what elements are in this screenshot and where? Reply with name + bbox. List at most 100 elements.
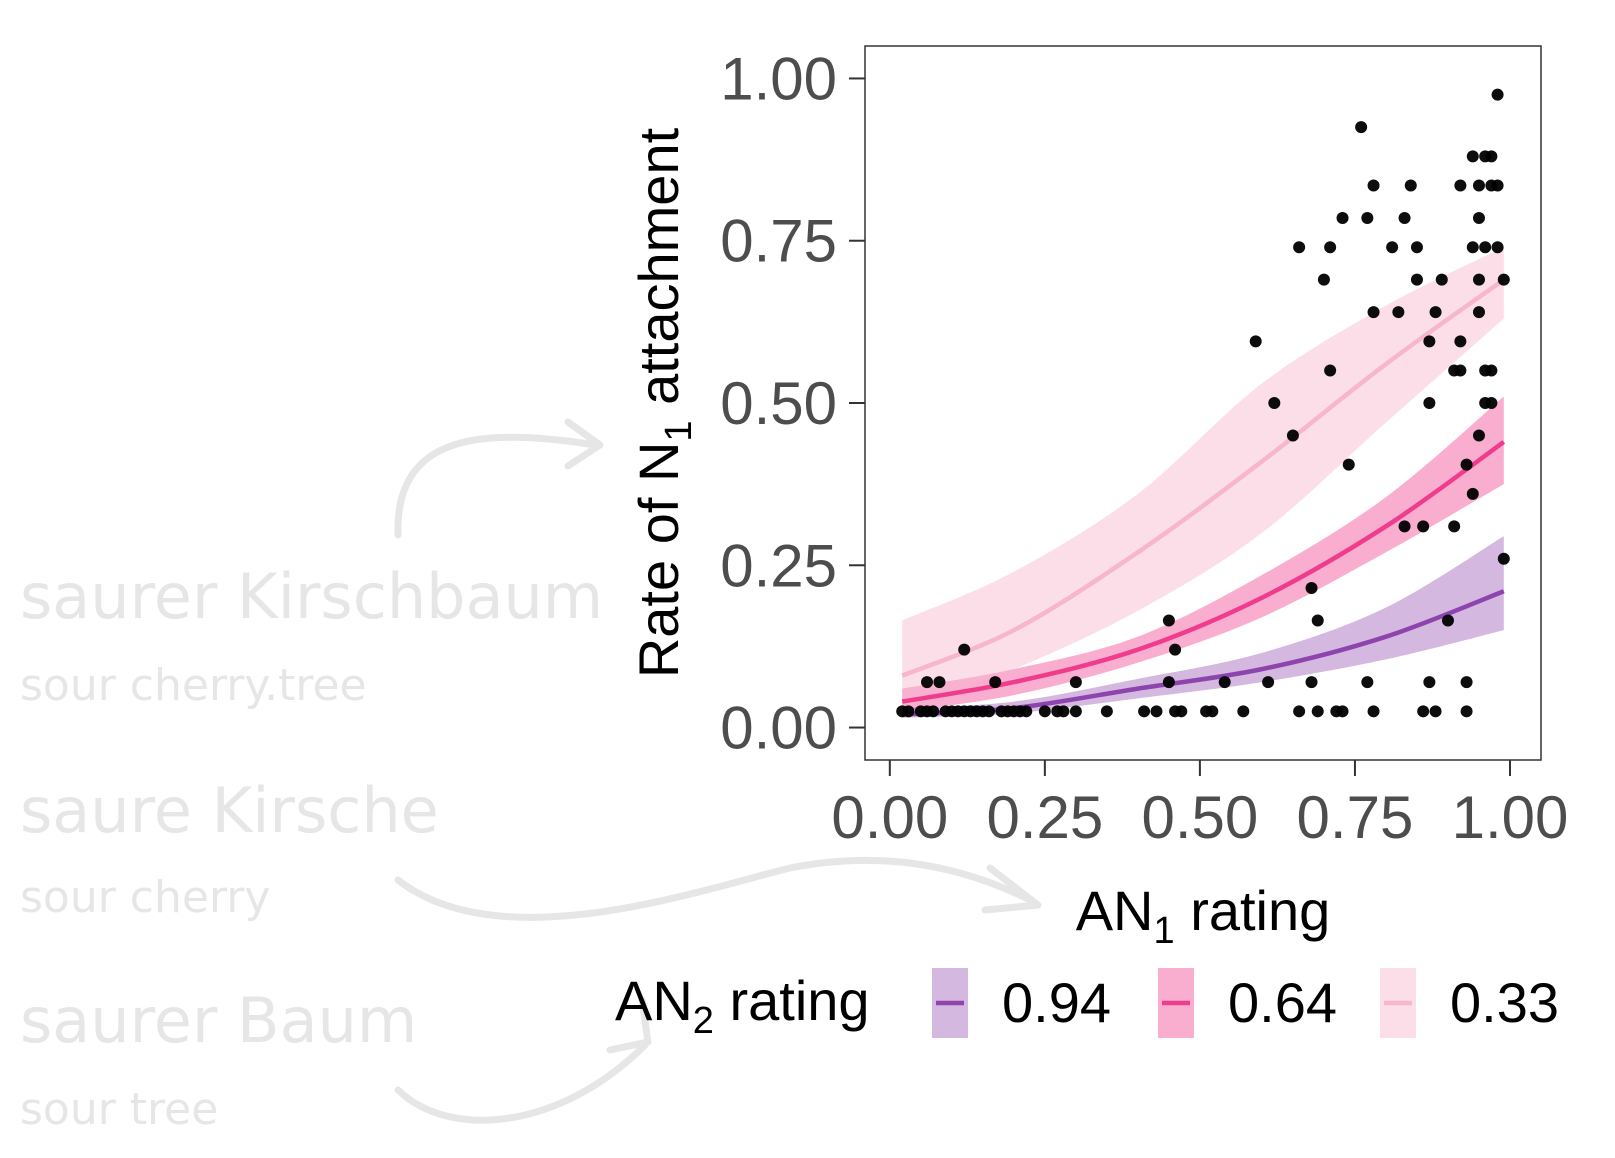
data-point	[1410, 273, 1423, 286]
data-point	[1311, 614, 1324, 627]
data-point	[958, 643, 971, 656]
confidence-bands	[902, 247, 1504, 718]
data-point	[1417, 705, 1430, 718]
data-point	[1367, 705, 1380, 718]
annotation-arrows	[394, 418, 1042, 1124]
data-point	[1361, 212, 1374, 225]
data-point	[1485, 397, 1498, 409]
arrow-to-y-axis-head	[564, 418, 604, 470]
data-point	[1262, 676, 1275, 689]
data-point	[1169, 643, 1182, 656]
x-tick-label: 0.00	[831, 784, 948, 851]
data-point	[1472, 306, 1485, 319]
y-axis: 0.00 0.25 0.50 0.75 1.00	[720, 45, 865, 762]
gloss-english-3: sour tree	[20, 1084, 218, 1135]
data-point	[1485, 150, 1498, 163]
data-point	[1454, 335, 1467, 348]
data-point	[1150, 705, 1163, 718]
x-tick-label: 0.75	[1297, 784, 1414, 851]
data-point	[1423, 335, 1436, 348]
data-point	[1386, 241, 1399, 254]
data-point	[1286, 429, 1299, 442]
legend-title: AN2 rating	[615, 969, 870, 1042]
data-point	[1138, 705, 1151, 718]
data-point	[1355, 121, 1368, 134]
data-point	[1398, 212, 1411, 225]
x-tick-label: 0.50	[1142, 784, 1259, 851]
data-point	[1324, 241, 1337, 254]
data-point	[1317, 273, 1330, 286]
data-point	[933, 676, 946, 689]
x-axis: 0.00 0.25 0.50 0.75 1.00	[831, 760, 1568, 851]
data-point	[1460, 705, 1473, 718]
fit-line-0.33	[901, 277, 1506, 678]
data-point	[1460, 676, 1473, 689]
data-point	[1460, 458, 1473, 471]
data-point	[1497, 273, 1510, 286]
data-point	[1162, 614, 1175, 627]
gloss-german-1: saurer Kirschbaum	[20, 560, 603, 633]
data-point	[1100, 705, 1113, 718]
confidence-band-0.94	[902, 536, 1504, 718]
data-point	[1429, 705, 1442, 718]
data-point	[1423, 397, 1436, 409]
arrow-to-x-axis	[394, 856, 1034, 921]
fit-line-0.64	[901, 440, 1506, 704]
legend-label: 0.33	[1450, 971, 1559, 1034]
data-point	[1305, 676, 1318, 689]
data-point	[1466, 150, 1479, 163]
gloss-english-2: sour cherry	[20, 872, 270, 923]
y-tick-label: 1.00	[720, 45, 837, 112]
data-point	[1441, 614, 1454, 627]
data-point	[1491, 179, 1504, 192]
data-point	[1472, 212, 1485, 225]
data-point	[1485, 364, 1498, 377]
data-point	[1466, 241, 1479, 254]
data-point	[1392, 306, 1405, 319]
data-point	[1466, 487, 1479, 500]
data-point	[1367, 179, 1380, 192]
legend-label: 0.64	[1228, 971, 1337, 1034]
data-point	[1336, 212, 1349, 225]
data-point	[1175, 705, 1188, 718]
data-point	[1268, 397, 1281, 409]
x-tick-label: 1.00	[1452, 784, 1569, 851]
data-point	[1448, 520, 1461, 533]
arrow-to-legend-head	[606, 996, 652, 1054]
data-point	[902, 705, 915, 718]
data-point	[1491, 241, 1504, 254]
y-tick-label: 0.50	[720, 370, 837, 437]
data-point	[1429, 306, 1442, 319]
data-point	[927, 705, 940, 718]
y-axis-title: Rate of N1 attachment	[627, 127, 700, 678]
data-point	[1417, 520, 1430, 533]
data-point	[1435, 273, 1448, 286]
data-point	[983, 705, 996, 718]
data-point	[1324, 364, 1337, 377]
arrow-to-y-axis	[394, 433, 599, 539]
data-point	[1162, 676, 1175, 689]
data-point	[1293, 705, 1306, 718]
data-point	[1336, 705, 1349, 718]
arrow-to-x-axis-head	[981, 864, 1042, 914]
legend-label: 0.94	[1002, 971, 1111, 1034]
legend-keys: 0.94 0.64 0.33	[932, 968, 1559, 1038]
data-point	[1293, 241, 1306, 254]
legend-key-0.94: 0.94	[932, 968, 1111, 1038]
gloss-german-2: saure Kirsche	[20, 774, 439, 847]
data-points	[896, 88, 1510, 718]
data-point	[1342, 458, 1355, 471]
x-tick-label: 0.25	[986, 784, 1103, 851]
confidence-band-0.33	[902, 247, 1504, 709]
data-point	[1249, 335, 1262, 348]
data-point	[1069, 705, 1082, 718]
legend: AN2 rating 0.94 0.64 0.33	[615, 968, 1559, 1042]
y-tick-label: 0.00	[720, 695, 837, 762]
data-point	[1472, 429, 1485, 442]
y-tick-label: 0.25	[720, 532, 837, 599]
data-point	[1479, 241, 1492, 254]
data-point	[1472, 273, 1485, 286]
data-point	[1423, 676, 1436, 689]
gloss-german-3: saurer Baum	[20, 984, 417, 1057]
